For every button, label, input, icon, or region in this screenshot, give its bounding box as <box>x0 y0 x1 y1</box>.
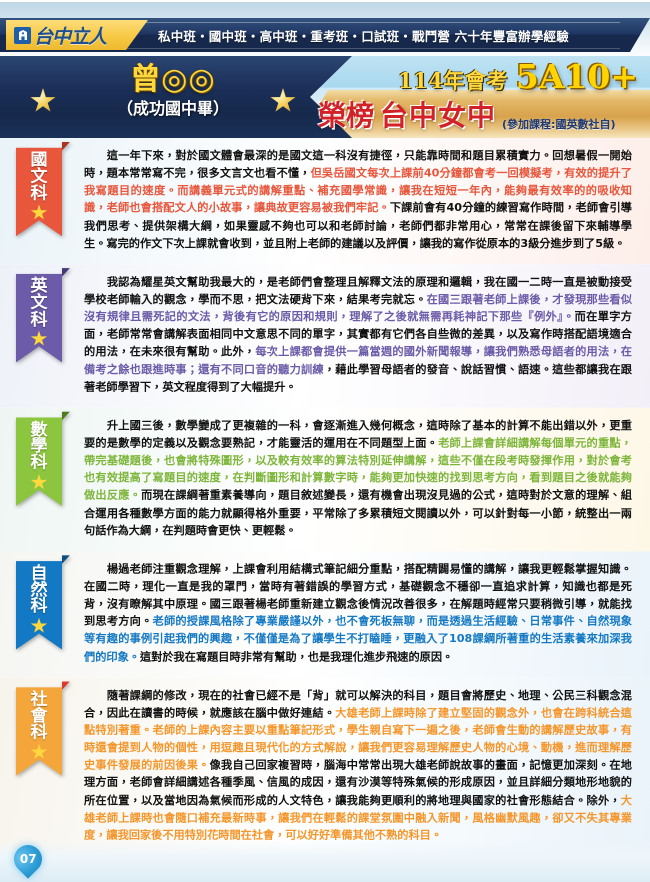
star-icon <box>30 474 48 490</box>
brand-tagline: 私中班・國中班・高中班・重考班・口試班・戰鬥營 六十年豐富辦學經驗 <box>158 28 569 44</box>
star-icon <box>30 204 48 220</box>
school-icon <box>14 26 31 44</box>
subject-tag-char: 科 <box>30 183 48 204</box>
highlighted-text: 但吳岳國文每次上課前40分鐘都會考一回模擬考，有效的提升了我寫題目的速度。而講義… <box>84 167 632 215</box>
subject-section-science: 自然科 楊過老師注重觀念理解，上課會利用結構式筆記細分重點，搭配精闢易懂的講解，… <box>0 551 650 678</box>
section-text-math: 升上國三後，數學變成了更複雜的一科，會逐漸進入幾何概念，這時除了基本的計算不能出… <box>78 408 642 552</box>
exam-score: 5A10+ <box>515 57 638 96</box>
subject-section-math: 數學科 升上國三後，數學變成了更複雜的一科，會逐漸進入幾何概念，這時除了基本的計… <box>0 407 650 552</box>
subject-tag-char: 文 <box>30 293 48 313</box>
body-text: ，藉此學習母語者的發音、說話習慣、語速。這些都讓我在跟著老師學習下，英文程度得到… <box>84 363 632 394</box>
ribbon-body: 英文科 <box>16 273 62 363</box>
section-background <box>0 138 650 265</box>
subject-tag-char: 社 <box>30 689 48 710</box>
body-text: 下課前會有40分鐘的練習寫作時間，老師會引導我們思考、提供架構大綱，如果靈感不夠… <box>84 202 632 250</box>
student-name: 曾◎◎ <box>130 62 216 97</box>
subject-section-english: 英文科 我認為耀星英文幫助我最大的，是老師們會整理且解釋文法的原理和邏輯，我在國… <box>0 264 650 408</box>
highlighted-text: 大雄老師上課時除了建立堅固的觀念外，也會在跨科統合這點特別著重。老師的上課內容主… <box>84 706 632 772</box>
admission-result: 榮榜 台中女中 (參加課程:國英數社自) <box>318 96 648 136</box>
enrolled-courses: (參加課程:國英數社自) <box>502 118 616 131</box>
subject-section-social: 社會科 隨著課綱的修改，現在的社會已經不是「背」就可以解決的科目，題目會將歷史、… <box>0 677 650 856</box>
star-icon <box>30 743 48 759</box>
subject-tag-chinese: 國文科 <box>16 141 70 237</box>
subject-tag-social: 社會科 <box>16 681 70 776</box>
highlighted-text: 老師上課會詳細講解每個單元的重點，帶完基礎題後，也會將特殊圖形，以及較有效率的算… <box>84 436 632 502</box>
body-text: 而現在課綱著重素養導向，題目敘述變長，還有機會出現沒見過的公式，這時對於文意的理… <box>84 489 632 537</box>
hero-gold-band <box>300 90 650 138</box>
ribbon-body: 社會科 <box>16 687 62 776</box>
subject-tag-english: 英文科 <box>16 267 70 363</box>
body-text: 這一年下來，對於國文體會最深的是國文這一科沒有捷徑，只能靠時間和題目累積實力。回… <box>84 149 632 180</box>
subject-tag-char: 文 <box>30 167 48 187</box>
highlighted-text: 每次上課都會提供一篇當週的國外新聞報導，讓我們熟悉母語者的用法，在備考之餘也跟進… <box>84 345 632 376</box>
highlighted-text: 老師的授課風格除了專業嚴謹以外，也不會死板無聊，而是透過生活經驗、日常事件、自然… <box>84 615 632 663</box>
section-background <box>0 407 650 552</box>
section-background <box>0 264 650 408</box>
subject-tag-char: 英 <box>30 276 48 296</box>
admission-label: 榮榜 <box>318 99 375 132</box>
student-previous-school: （成功國中畢） <box>116 99 229 118</box>
body-text: 像我自己回家複習時，腦海中常常出現大雄老師說故事的畫面，記憶更加深刻。在地理方面… <box>84 758 632 807</box>
hero-banner: 曾◎◎ （成功國中畢） 114年會考 5A10+ 榮榜 台中女中 (參加課程:國… <box>0 56 650 138</box>
ribbon-fold <box>62 411 70 421</box>
body-text: 這對於我在寫題目時非常有幫助，也是我理化進步飛速的原因。 <box>139 650 454 663</box>
body-text: 楊過老師注重觀念理解，上課會利用結構式筆記細分重點，搭配精闢易懂的講解，讓我更輕… <box>84 562 632 628</box>
paragraph: 隨著課綱的修改，現在的社會已經不是「背」就可以解決的科目，題目會將歷史、地理、公… <box>84 687 632 844</box>
page-bottom-fade <box>0 840 650 882</box>
subject-tag-math: 數學科 <box>16 411 70 506</box>
paragraph: 這一年下來，對於國文體會最深的是國文這一科沒有捷徑，只能靠時間和題目累積實力。回… <box>84 148 632 253</box>
body-text: 而在單字方面，老師常常會講解表面相同中文意思不同的單字，其實都有它們各自些微的差… <box>84 310 632 359</box>
body-text: 我認為耀星英文幫助我最大的，是老師們會整理且解釋文法的原理和邏輯，我在國一二時一… <box>84 275 632 306</box>
subject-section-chinese: 國文科 這一年下來，對於國文體會最深的是國文這一科沒有捷徑，只能靠時間和題目累積… <box>0 138 650 265</box>
ribbon-fold <box>62 267 70 277</box>
subject-tag-char: 科 <box>30 597 48 617</box>
ribbon-fold <box>62 141 70 151</box>
section-background <box>0 677 650 856</box>
admission-destination: 台中女中 <box>380 99 497 132</box>
star-icon <box>30 617 48 633</box>
subject-tag-char: 學 <box>30 436 48 457</box>
section-text-science: 楊過老師注重觀念理解，上課會利用結構式筆記細分重點，搭配精闢易懂的講解，讓我更輕… <box>78 551 642 677</box>
subject-tag-science: 自然科 <box>16 555 70 650</box>
paragraph: 我認為耀星英文幫助我最大的，是老師們會整理且解釋文法的原理和邏輯，我在國一二時一… <box>84 274 632 396</box>
subject-tag-char: 科 <box>30 310 48 330</box>
subject-tag-char: 國 <box>30 150 48 170</box>
ribbon-body: 數學科 <box>16 417 62 506</box>
brand-bar-rule-top <box>120 22 620 23</box>
body-text: 升上國三後，數學變成了更複雜的一科，會逐漸進入幾何概念，這時除了基本的計算不能出… <box>84 419 632 450</box>
section-text-chinese: 這一年下來，對於國文體會最深的是國文這一科沒有捷徑，只能靠時間和題目累積實力。回… <box>78 138 642 264</box>
top-brand-bar: 台中立人 私中班・國中班・高中班・重考班・口試班・戰鬥營 六十年豐富辦學經驗 <box>0 18 650 52</box>
star-icon <box>30 330 48 346</box>
brand-logo-text: 台中立人 <box>34 25 107 48</box>
section-text-social: 隨著課綱的修改，現在的社會已經不是「背」就可以解決的科目，題目會將歷史、地理、公… <box>78 677 642 856</box>
subject-tag-char: 自 <box>30 563 48 584</box>
exam-year: 114年會考 <box>398 68 508 93</box>
hero-navy-ribbon <box>0 56 352 138</box>
subject-tag-char: 會 <box>30 706 48 726</box>
brand-bar-rule-bottom <box>110 48 620 49</box>
ribbon-body: 國文科 <box>16 147 62 237</box>
page-number-text: 07 <box>19 852 37 867</box>
ribbon-body: 自然科 <box>16 560 62 650</box>
highlighted-text: 大雄老師上課時也會隨口補充最新時事，讓我們在輕鬆的課堂氛圍中融入新聞，風格幽默風… <box>84 793 632 842</box>
body-text: 隨著課綱的修改，現在的社會已經不是「背」就可以解決的科目，題目會將歷史、地理、公… <box>84 688 632 719</box>
section-background <box>0 551 650 678</box>
brand-logo: 台中立人 <box>6 20 148 50</box>
section-text-english: 我認為耀星英文幫助我最大的，是老師們會整理且解釋文法的原理和邏輯，我在國一二時一… <box>78 264 642 408</box>
subject-tag-char: 數 <box>30 420 48 440</box>
subject-tag-char: 然 <box>30 580 48 600</box>
subject-tag-char: 科 <box>30 453 48 473</box>
paragraph: 楊過老師注重觀念理解，上課會利用結構式筆記細分重點，搭配精闢易懂的講解，讓我更輕… <box>84 561 632 666</box>
subject-tag-char: 科 <box>30 723 48 743</box>
highlighted-text: 在國三跟著老師上課後，才發現那些看似沒有規律且需死記的文法，背後有它的原因和規則… <box>84 293 632 324</box>
paragraph: 升上國三後，數學變成了更複雜的一科，會逐漸進入幾何概念，這時除了基本的計算不能出… <box>84 417 632 539</box>
subject-sections: 國文科 這一年下來，對於國文體會最深的是國文這一科沒有捷徑，只能靠時間和題目累積… <box>0 138 650 856</box>
exam-headline: 114年會考 5A10+ <box>398 60 638 95</box>
